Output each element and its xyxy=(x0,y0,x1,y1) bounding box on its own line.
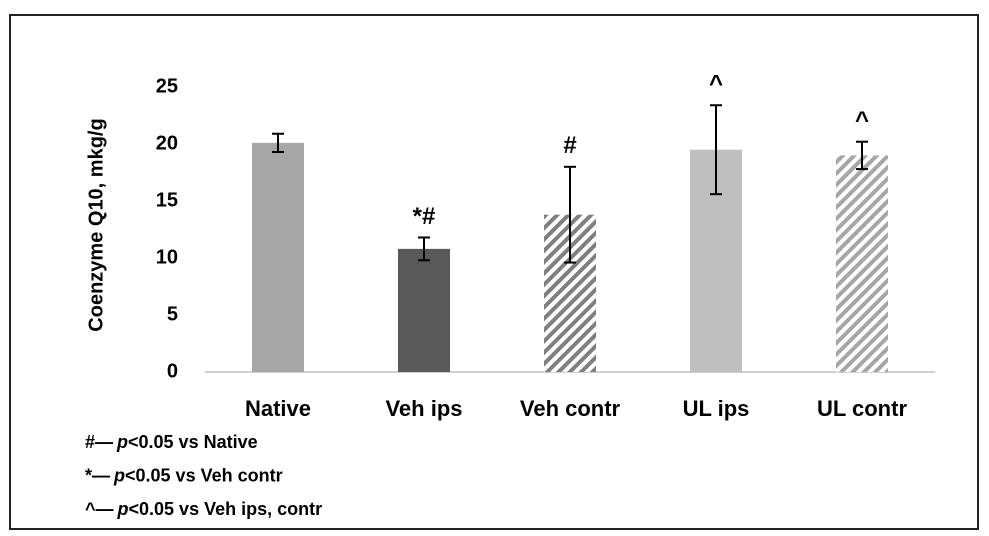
y-tick-label: 5 xyxy=(167,303,178,325)
x-tick-label: Veh contr xyxy=(520,396,621,421)
footnote-text: <0.05 vs Veh contr xyxy=(125,465,283,485)
y-axis-label: Coenzyme Q10, mkg/g xyxy=(85,118,107,331)
x-tick-label: Veh ips xyxy=(385,396,462,421)
x-tick-label: UL contr xyxy=(817,396,907,421)
footnote-p: p xyxy=(116,432,128,452)
footnote-text: <0.05 vs Native xyxy=(128,432,258,452)
significance-label: *# xyxy=(413,203,436,230)
footnote-p: p xyxy=(113,465,125,485)
footnote-mark: ^— xyxy=(85,499,114,519)
bar xyxy=(252,142,304,372)
significance-label: ^ xyxy=(709,71,723,98)
y-tick-label: 20 xyxy=(156,132,178,154)
footnote-p: p xyxy=(117,499,129,519)
y-tick-label: 0 xyxy=(167,360,178,382)
footnote: #— p<0.05 vs Native xyxy=(85,432,258,452)
y-tick-label: 10 xyxy=(156,246,178,268)
y-tick-label: 15 xyxy=(156,189,178,211)
significance-label: ^ xyxy=(855,107,869,134)
footnote-mark: #— xyxy=(85,432,113,452)
footnote: ^— p<0.05 vs Veh ips, contr xyxy=(85,499,322,519)
x-tick-label: UL ips xyxy=(683,396,750,421)
chart-frame xyxy=(9,14,979,530)
significance-label: # xyxy=(563,132,576,159)
bar xyxy=(398,248,450,372)
bar xyxy=(836,155,888,372)
footnote: *— p<0.05 vs Veh contr xyxy=(85,465,283,485)
x-tick-label: Native xyxy=(245,396,311,421)
footnote-mark: *— xyxy=(85,465,110,485)
y-tick-label: 25 xyxy=(156,75,178,97)
footnote-text: <0.05 vs Veh ips, contr xyxy=(129,499,323,519)
